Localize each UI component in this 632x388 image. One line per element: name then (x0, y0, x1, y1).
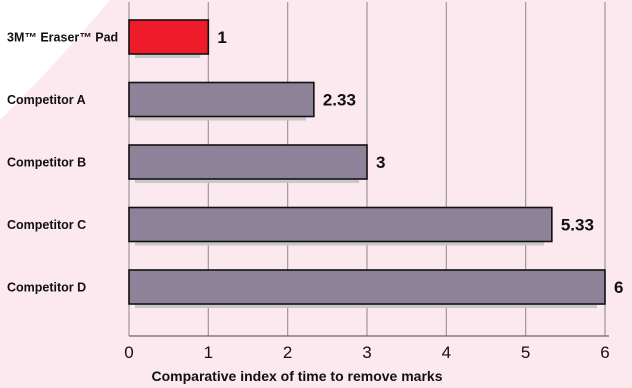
value-label: 2.33 (323, 91, 356, 110)
x-tick-label: 0 (124, 343, 133, 362)
x-tick-label: 5 (521, 343, 530, 362)
value-label: 5.33 (561, 216, 594, 235)
x-tick-labels: 0 1 2 3 4 5 6 (124, 343, 609, 362)
bar-highlight (128, 19, 210, 55)
bar (128, 81, 315, 118)
bars (128, 19, 606, 305)
category-label: Competitor D (7, 281, 86, 295)
x-axis-label: Comparative index of time to remove mark… (152, 368, 443, 384)
category-label: Competitor A (7, 93, 86, 107)
x-tick-label: 1 (204, 343, 213, 362)
bar (128, 206, 553, 243)
x-tick-label: 6 (600, 343, 609, 362)
x-tick-label: 2 (283, 343, 292, 362)
bar (128, 144, 368, 180)
value-label: 1 (217, 28, 226, 47)
category-label: 3M™ Eraser™ Pad (7, 31, 118, 45)
value-labels: 1 2.33 3 5.33 6 (217, 28, 623, 297)
value-label: 6 (614, 278, 623, 297)
x-tick-label: 3 (362, 343, 371, 362)
category-label: Competitor C (7, 218, 86, 232)
category-labels: 3M™ Eraser™ Pad Competitor A Competitor B C… (7, 31, 118, 295)
value-label: 3 (376, 153, 385, 172)
x-tick-label: 4 (442, 343, 451, 362)
bar (128, 269, 606, 305)
category-label: Competitor B (7, 156, 86, 170)
